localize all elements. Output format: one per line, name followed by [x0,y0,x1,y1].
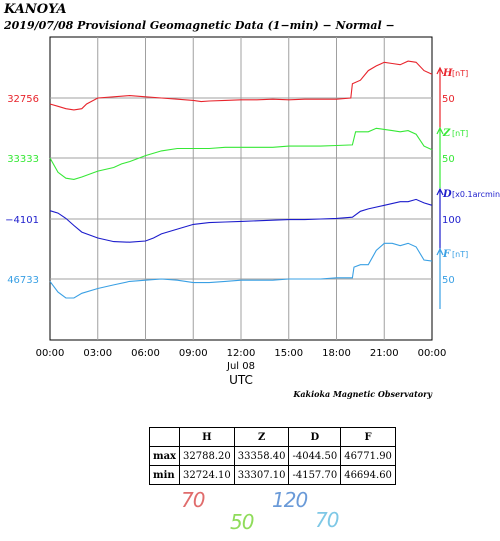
component-name-z: Z [442,128,451,139]
stats-cell: 32788.20 [179,446,235,466]
x-tick-label: 03:00 [83,348,112,359]
stats-header-z: Z [233,427,290,447]
x-tick-label: 06:00 [131,348,160,359]
series-line-h [49,60,433,111]
left-value-label-h: 32756 [7,94,39,105]
x-date-label: Jul 08 [226,361,255,372]
stats-header-h: H [179,427,235,447]
stats-cell: 46694.60 [340,465,396,485]
scale-arrowhead-d [436,187,444,196]
x-tick-label: 18:00 [322,348,351,359]
left-value-label-z: 33333 [7,154,39,165]
stats-cell: 32724.10 [179,465,235,485]
stats-cell: -4044.50 [288,446,342,466]
scale-arrowhead-z [436,126,444,135]
component-unit-h: [nT] [452,69,468,78]
series-line-f [49,242,433,299]
left-value-label-f: 46733 [7,275,39,286]
component-name-d: D [442,189,452,200]
component-name-h: H [442,68,453,79]
observatory-credit: Kakioka Magnetic Observatory [292,389,433,399]
handwritten-note-h: 70 [181,488,205,512]
stats-cell: 33358.40 [233,446,290,466]
stats-header-d: D [288,427,342,447]
x-axis-label: UTC [229,373,253,387]
x-tick-label: 21:00 [370,348,399,359]
component-unit-z: [nT] [452,129,468,138]
stats-cell: -4157.70 [288,465,342,485]
scale-value-z: 50 [442,154,455,165]
x-tick-label: 00:00 [418,348,447,359]
left-value-label-d: −4101 [5,215,39,226]
component-unit-d: [x0.1arcmin] [452,190,500,199]
stats-label-min: min [148,465,181,485]
handwritten-note-z: 50 [230,510,254,534]
stats-table: H Z D F max 32788.20 33358.40 -4044.50 4… [148,427,396,485]
stats-cell: 46771.90 [340,446,396,466]
component-name-f: F [442,249,451,260]
stats-header-f: F [340,427,396,447]
series-line-d [49,198,433,243]
stats-row-min: min 32724.10 33307.10 -4157.70 46694.60 [148,465,396,485]
x-tick-label: 12:00 [227,348,256,359]
x-tick-label: 09:00 [179,348,208,359]
x-tick-label: 00:00 [36,348,65,359]
scale-arrowhead-h [436,66,444,75]
scale-value-h: 50 [442,94,455,105]
stats-header-row: H Z D F [148,427,396,447]
handwritten-note-f: 70 [315,508,339,532]
series-line-z [49,127,433,180]
x-tick-label: 15:00 [274,348,303,359]
stats-header-corner [148,427,181,447]
stats-cell: 33307.10 [233,465,290,485]
station-title: KANOYA [4,2,67,17]
chart-subtitle: 2019/07/08 Provisional Geomagnetic Data … [4,19,395,32]
handwritten-note-d: 120 [272,488,308,512]
geomagnetic-chart: 00:00 03:00 06:00 09:00 12:00 15:00 18:00 21:00… [5,36,500,399]
scale-value-f: 50 [442,275,455,286]
stats-row-max: max 32788.20 33358.40 -4044.50 46771.90 [148,446,396,466]
scale-arrowhead-f [436,247,444,256]
stats-label-max: max [148,446,181,466]
component-unit-f: [nT] [452,250,468,259]
scale-value-d: 100 [442,215,461,226]
